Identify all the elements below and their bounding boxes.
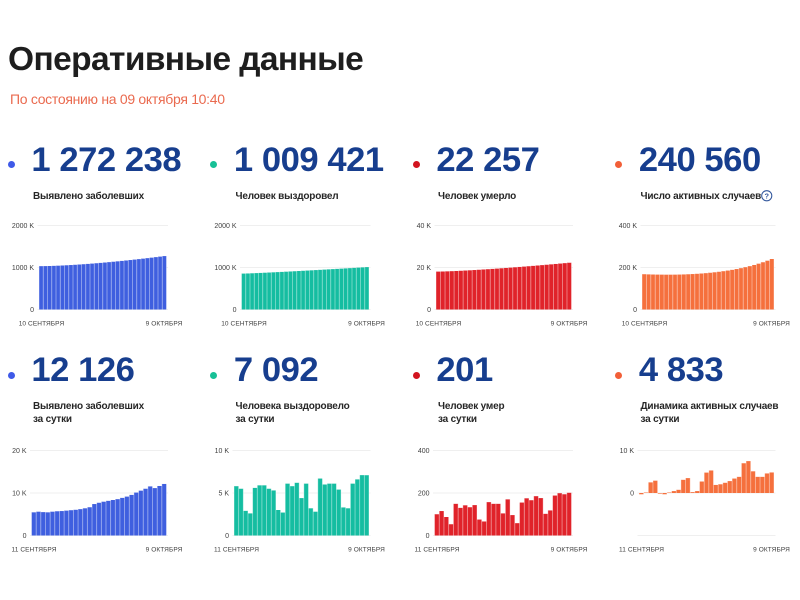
svg-text:2000 K: 2000 K — [12, 223, 35, 230]
svg-text:9 ОКТЯБРЯ: 9 ОКТЯБРЯ — [146, 547, 183, 554]
svg-text:9 ОКТЯБРЯ: 9 ОКТЯБРЯ — [551, 547, 588, 554]
svg-text:9 ОКТЯБРЯ: 9 ОКТЯБРЯ — [753, 321, 790, 328]
svg-text:200 K: 200 K — [619, 265, 638, 272]
svg-text:10 K: 10 K — [12, 490, 27, 497]
svg-text:11 СЕНТЯБРЯ: 11 СЕНТЯБРЯ — [619, 547, 664, 554]
svg-text:0: 0 — [225, 533, 229, 540]
svg-text:40 K: 40 K — [417, 223, 432, 230]
svg-text:10 K: 10 K — [215, 448, 230, 455]
svg-text:11 СЕНТЯБРЯ: 11 СЕНТЯБРЯ — [414, 547, 459, 554]
svg-text:11 СЕНТЯБРЯ: 11 СЕНТЯБРЯ — [11, 547, 56, 554]
svg-text:0: 0 — [233, 307, 237, 314]
svg-text:9 ОКТЯБРЯ: 9 ОКТЯБРЯ — [551, 321, 588, 328]
svg-text:400 K: 400 K — [619, 223, 638, 230]
svg-text:10 СЕНТЯБРЯ: 10 СЕНТЯБРЯ — [416, 321, 462, 328]
svg-text:11 СЕНТЯБРЯ: 11 СЕНТЯБРЯ — [214, 547, 259, 554]
svg-text:9 ОКТЯБРЯ: 9 ОКТЯБРЯ — [348, 321, 385, 328]
svg-text:200: 200 — [418, 490, 430, 497]
svg-text:0: 0 — [426, 533, 430, 540]
svg-text:1000 K: 1000 K — [12, 265, 35, 272]
svg-text:0: 0 — [30, 307, 34, 314]
svg-text:10 СЕНТЯБРЯ: 10 СЕНТЯБРЯ — [221, 321, 267, 328]
svg-text:5 K: 5 K — [218, 490, 229, 497]
svg-text:20 K: 20 K — [417, 265, 432, 272]
svg-text:0: 0 — [630, 490, 634, 497]
svg-text:1000 K: 1000 K — [214, 265, 237, 272]
svg-text:10 СЕНТЯБРЯ: 10 СЕНТЯБРЯ — [19, 321, 65, 328]
svg-text:9 ОКТЯБРЯ: 9 ОКТЯБРЯ — [348, 547, 385, 554]
svg-text:10 СЕНТЯБРЯ: 10 СЕНТЯБРЯ — [622, 321, 668, 328]
svg-text:400: 400 — [418, 448, 430, 455]
svg-text:2000 K: 2000 K — [214, 223, 237, 230]
svg-text:0: 0 — [427, 307, 431, 314]
svg-text:10 K: 10 K — [620, 448, 635, 455]
svg-text:?: ? — [765, 192, 770, 201]
svg-text:9 ОКТЯБРЯ: 9 ОКТЯБРЯ — [753, 547, 790, 554]
svg-text:20 K: 20 K — [12, 448, 27, 455]
svg-text:0: 0 — [23, 533, 27, 540]
svg-text:0: 0 — [633, 307, 637, 314]
svg-text:9 ОКТЯБРЯ: 9 ОКТЯБРЯ — [146, 321, 183, 328]
